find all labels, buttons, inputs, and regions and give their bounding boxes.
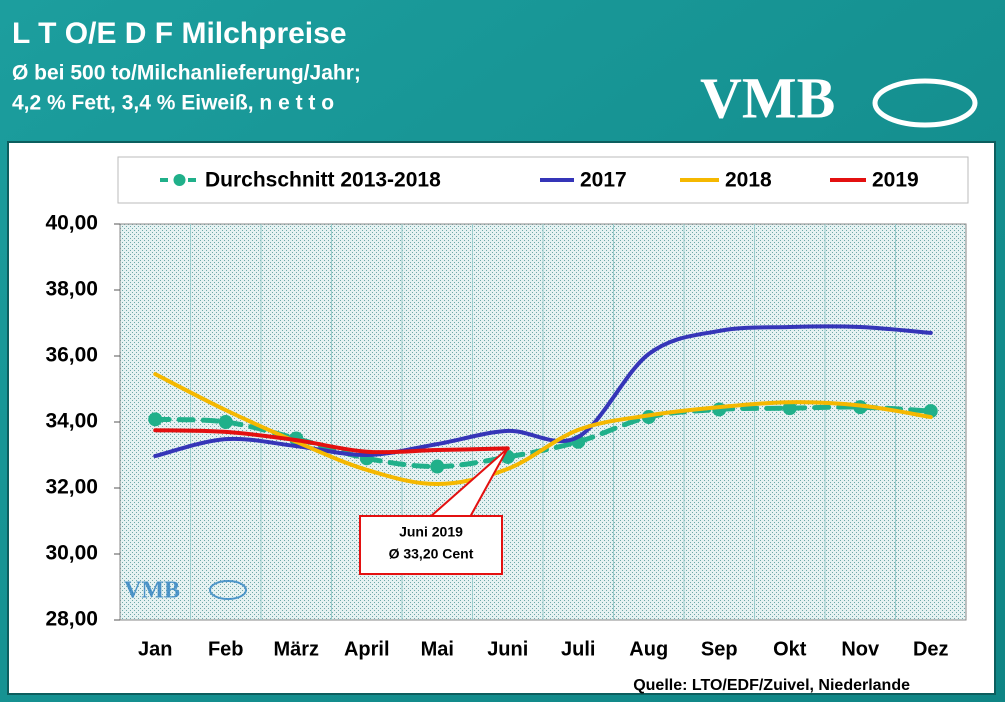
data-point bbox=[148, 412, 163, 427]
legend-swatch bbox=[173, 174, 186, 186]
source: Quelle: LTO/EDF/Zuivel, Niederlande bbox=[633, 677, 910, 694]
title: L T O/E D F Milchpreise bbox=[12, 17, 347, 50]
y-tick-label: 34,00 bbox=[45, 410, 98, 433]
y-tick-label: 32,00 bbox=[45, 476, 98, 499]
y-tick-label: 38,00 bbox=[45, 278, 98, 301]
series-line bbox=[153, 324, 933, 458]
watermark-swoosh bbox=[209, 580, 247, 600]
x-tick-label: Nov bbox=[841, 638, 880, 660]
y-tick-label: 36,00 bbox=[45, 344, 98, 367]
y-tick-label: 30,00 bbox=[45, 542, 98, 565]
legend-label: 2017 bbox=[580, 169, 627, 192]
logo: VMB bbox=[700, 65, 835, 130]
legend-label: 2018 bbox=[725, 169, 772, 192]
data-point bbox=[218, 415, 233, 429]
series-line bbox=[153, 428, 510, 455]
watermark: VMB bbox=[124, 578, 180, 604]
legend-label: Durchschnitt 2013-2018 bbox=[205, 169, 441, 192]
data-point bbox=[430, 459, 445, 474]
subtitle: 4,2 % Fett, 3,4 % Eiweiß, n e t t o bbox=[12, 92, 334, 115]
x-tick-label: März bbox=[273, 638, 319, 660]
data-point bbox=[782, 401, 797, 416]
x-tick-label: Juli bbox=[561, 638, 595, 660]
x-tick-label: Mai bbox=[421, 638, 454, 660]
x-tick-label: Juni bbox=[487, 638, 528, 660]
x-tick-label: April bbox=[344, 638, 390, 660]
logo-swoosh bbox=[872, 78, 978, 128]
x-tick-label: Aug bbox=[629, 638, 668, 660]
annotation-text: Ø 33,20 Cent bbox=[389, 546, 474, 562]
x-tick-label: Sep bbox=[701, 638, 738, 660]
x-tick-label: Dez bbox=[913, 638, 949, 660]
x-tick-label: Feb bbox=[208, 638, 244, 660]
annotation-box bbox=[359, 515, 503, 575]
x-tick-label: Jan bbox=[138, 638, 172, 660]
y-tick-label: 28,00 bbox=[45, 608, 98, 631]
y-tick-label: 40,00 bbox=[45, 212, 98, 235]
subtitle: Ø bei 500 to/Milchanlieferung/Jahr; bbox=[12, 62, 361, 85]
x-tick-label: Okt bbox=[773, 638, 807, 660]
legend-label: 2019 bbox=[872, 169, 919, 192]
annotation-text: Juni 2019 bbox=[399, 524, 463, 540]
